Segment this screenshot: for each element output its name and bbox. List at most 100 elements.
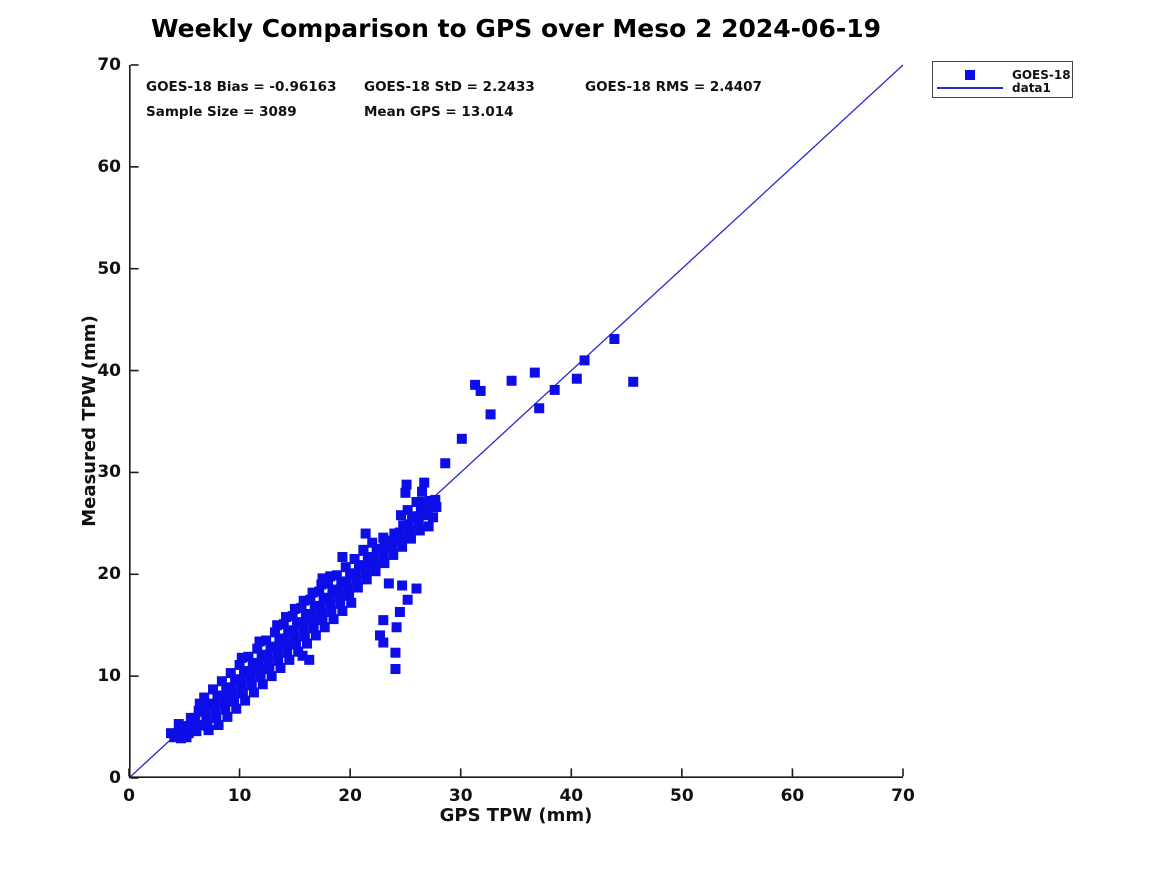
scatter-point: [316, 607, 327, 618]
scatter-point: [288, 625, 299, 636]
scatter-point: [340, 562, 351, 573]
scatter-point: [265, 642, 276, 653]
scatter-point: [403, 519, 414, 530]
scatter-point: [394, 606, 405, 617]
scatter-point: [485, 409, 496, 420]
scatter-point: [383, 578, 394, 589]
legend-label-goes18: GOES-18: [1012, 68, 1071, 82]
scatter-point: [290, 639, 301, 650]
scatter-point: [254, 665, 265, 676]
scatter-point: [201, 713, 212, 724]
scatter-point: [304, 654, 315, 665]
scatter-point: [284, 654, 295, 665]
stat-bias: GOES-18 Bias = -0.96163: [146, 79, 337, 95]
scatter-point: [203, 699, 214, 710]
scatter-point: [579, 355, 590, 366]
scatter-point: [282, 647, 293, 658]
scatter-point: [378, 637, 389, 648]
scatter-point: [169, 732, 180, 743]
scatter-point: [236, 681, 247, 692]
scatter-point: [226, 682, 237, 693]
scatter-point: [398, 520, 409, 531]
scatter-point: [175, 733, 186, 744]
scatter-point: [337, 605, 348, 616]
scatter-point: [181, 732, 192, 743]
y-tick-label: 10: [97, 666, 121, 687]
scatter-point: [417, 486, 428, 497]
scatter-point: [402, 505, 413, 516]
scatter-point: [342, 583, 353, 594]
scatter-point: [379, 541, 390, 552]
x-tick-label: 50: [670, 786, 694, 806]
scatter-point: [263, 656, 274, 667]
scatter-point: [319, 622, 330, 633]
scatter-point: [199, 692, 210, 703]
scatter-point: [571, 373, 582, 384]
legend-square-marker-icon: [965, 70, 975, 80]
x-tick-label: 10: [227, 786, 252, 806]
legend-entry-goes18: GOES-18: [933, 69, 1072, 82]
scatter-point: [423, 500, 434, 511]
scatter-point: [221, 683, 232, 694]
scatter-point: [310, 630, 321, 641]
scatter-point: [208, 684, 219, 695]
y-tick-label: 0: [109, 768, 121, 788]
scatter-point: [549, 384, 560, 395]
scatter-point: [248, 687, 259, 698]
scatter-point: [317, 573, 328, 584]
scatter-point: [305, 594, 316, 605]
scatter-point: [628, 376, 639, 387]
scatter-point: [325, 571, 336, 582]
scatter-point: [209, 698, 220, 709]
y-tick-label: 70: [97, 55, 121, 75]
scatter-point: [174, 726, 185, 737]
scatter-point: [431, 502, 442, 513]
scatter-point: [193, 705, 204, 716]
scatter-point: [415, 504, 426, 515]
scatter-point: [269, 627, 280, 638]
scatter-point: [368, 551, 379, 562]
scatter-point: [336, 577, 347, 588]
scatter-point: [326, 606, 337, 617]
scatter-point: [609, 333, 620, 344]
scatter-point: [234, 659, 245, 670]
scatter-point: [252, 643, 263, 654]
scatter-point: [296, 602, 307, 613]
scatter-point: [235, 674, 246, 685]
scatter-point: [401, 479, 412, 490]
scatter-point: [414, 525, 425, 536]
scatter-point: [360, 528, 371, 539]
scatter-point: [358, 544, 369, 555]
scatter-point: [219, 697, 230, 708]
scatter-point: [349, 554, 360, 565]
axis-frame: [129, 65, 903, 778]
scatter-point: [397, 541, 408, 552]
scatter-point: [246, 680, 257, 691]
y-tick-label: 60: [97, 156, 121, 177]
scatter-point: [423, 521, 434, 532]
scatter-point: [369, 559, 380, 570]
scatter-point: [262, 649, 273, 660]
scatter-point: [253, 657, 264, 668]
scatter-point: [397, 580, 408, 591]
scatter-point: [308, 623, 319, 634]
scatter-point: [275, 662, 286, 673]
scatter-point: [245, 673, 256, 684]
x-tick-label: 40: [559, 786, 584, 806]
scatter-point: [213, 720, 224, 731]
scatter-point: [362, 552, 373, 563]
scatter-point: [227, 689, 238, 700]
legend-label-data1: data1: [1012, 81, 1051, 95]
chart-title: Weekly Comparison to GPS over Meso 2 202…: [150, 14, 882, 43]
scatter-point: [244, 666, 255, 677]
y-tick-label: 20: [97, 564, 121, 585]
scatter-point: [456, 433, 467, 444]
scatter-point: [256, 650, 267, 661]
scatter-point: [192, 720, 203, 731]
scatter-point: [297, 650, 308, 661]
scatter-point: [210, 705, 221, 716]
scatter-point: [370, 566, 381, 577]
scatter-point: [529, 367, 540, 378]
scatter-point: [217, 690, 228, 701]
scatter-point: [335, 598, 346, 609]
